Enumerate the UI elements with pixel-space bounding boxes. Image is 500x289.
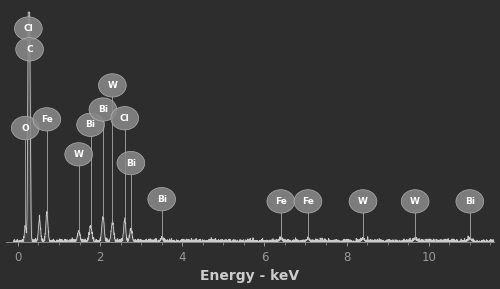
Text: O: O xyxy=(22,124,29,133)
Ellipse shape xyxy=(89,98,117,121)
Text: Bi: Bi xyxy=(156,195,166,204)
Text: W: W xyxy=(358,197,368,206)
Ellipse shape xyxy=(76,113,104,136)
Text: Cl: Cl xyxy=(120,114,130,123)
Text: W: W xyxy=(74,150,84,159)
Text: W: W xyxy=(410,197,420,206)
Ellipse shape xyxy=(12,116,39,140)
Text: Fe: Fe xyxy=(302,197,314,206)
Ellipse shape xyxy=(65,143,92,166)
Text: Cl: Cl xyxy=(24,24,33,33)
Ellipse shape xyxy=(402,190,429,213)
Text: C: C xyxy=(26,45,33,54)
Text: Fe: Fe xyxy=(41,115,53,124)
Ellipse shape xyxy=(14,17,42,40)
Text: Bi: Bi xyxy=(98,105,108,114)
Ellipse shape xyxy=(33,108,60,131)
Text: W: W xyxy=(108,81,118,90)
Ellipse shape xyxy=(148,188,176,211)
Ellipse shape xyxy=(267,190,294,213)
Text: Bi: Bi xyxy=(465,197,475,206)
Ellipse shape xyxy=(349,190,377,213)
X-axis label: Energy - keV: Energy - keV xyxy=(200,269,300,284)
Text: Fe: Fe xyxy=(275,197,286,206)
Ellipse shape xyxy=(98,74,126,97)
Ellipse shape xyxy=(16,38,44,61)
Text: Bi: Bi xyxy=(126,159,136,168)
Ellipse shape xyxy=(111,107,138,130)
Ellipse shape xyxy=(294,190,322,213)
Ellipse shape xyxy=(456,190,483,213)
Text: Bi: Bi xyxy=(86,120,96,129)
Ellipse shape xyxy=(117,151,144,175)
